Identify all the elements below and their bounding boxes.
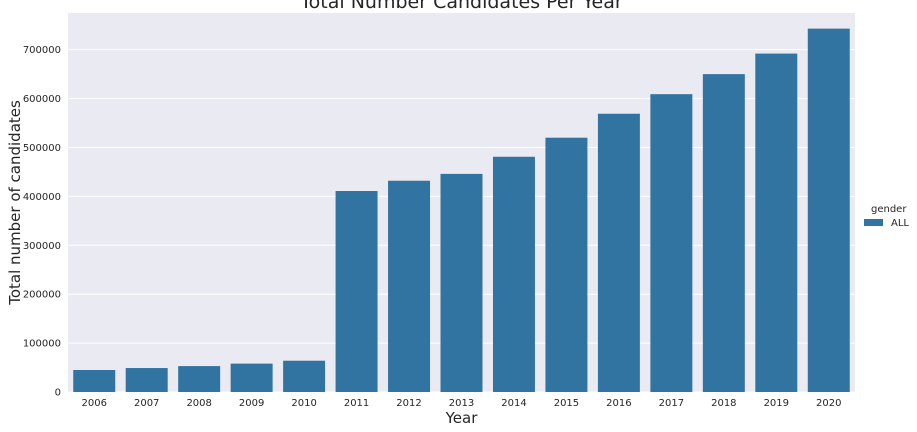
bar-2016 [597,113,640,392]
x-tick-label: 2018 [711,398,736,409]
x-tick-label: 2006 [82,398,107,409]
bar-2013 [440,173,483,392]
x-tick-label: 2007 [134,398,159,409]
y-tick-label: 100000 [23,339,61,350]
bars [73,28,850,393]
bar-2015 [545,137,588,392]
bar-2019 [755,53,798,393]
chart-title: Total Number Candidates Per Year [299,0,623,13]
bar-2014 [492,156,535,392]
x-tick-label: 2012 [396,398,421,409]
bar-2018 [702,74,745,393]
x-tick-label: 2011 [344,398,369,409]
bar-2010 [283,360,326,392]
x-tick-label: 2015 [554,398,579,409]
y-axis-title: Total number of candidates [6,100,24,306]
legend-label: ALL [891,218,909,229]
y-tick-labels: 0 100000 200000 300000 400000 500000 600000 700… [23,45,61,398]
y-tick-label: 700000 [23,45,61,56]
x-tick-label: 2008 [186,398,211,409]
y-tick-label: 0 [55,388,61,399]
y-tick-label: 500000 [23,143,61,154]
y-tick-label: 200000 [23,290,61,301]
bar-2011 [335,191,378,392]
x-tick-label: 2016 [606,398,631,409]
x-axis-title: Year [445,409,479,427]
x-tick-labels: 2006 2007 2008 2009 2010 2011 2012 2013 2014 2015… [82,398,842,409]
bar-2009 [230,363,273,392]
legend: gender ALL [864,204,909,229]
bar-2020 [807,28,850,392]
legend-title: gender [871,204,907,215]
bar-2017 [650,94,693,392]
x-tick-label: 2009 [239,398,264,409]
x-tick-label: 2019 [764,398,789,409]
x-tick-label: 2017 [659,398,684,409]
x-tick-label: 2013 [449,398,474,409]
bar-2012 [388,180,431,392]
y-tick-label: 400000 [23,192,61,203]
bar-2007 [125,368,168,392]
x-tick-label: 2014 [501,398,526,409]
y-tick-label: 600000 [23,94,61,105]
y-tick-label: 300000 [23,241,61,252]
bar-2006 [73,369,116,392]
x-tick-label: 2020 [816,398,841,409]
legend-swatch [864,219,883,226]
x-tick-label: 2010 [291,398,316,409]
bar-2008 [178,366,221,392]
